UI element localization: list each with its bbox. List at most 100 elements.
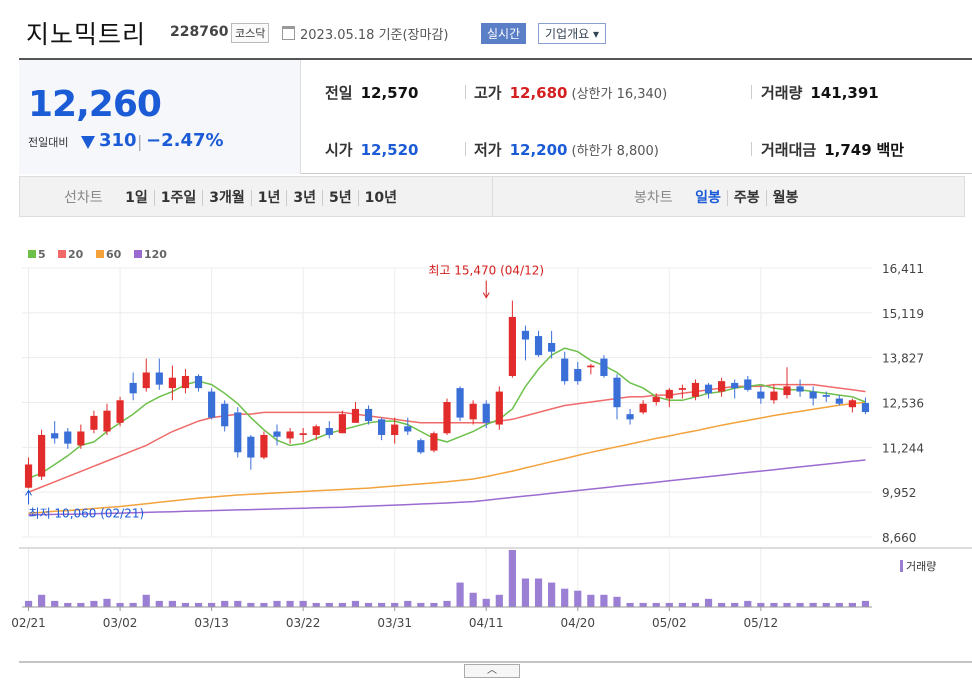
tab-monthly[interactable]: 월봉 [772, 190, 799, 206]
volume-bar [796, 602, 804, 607]
divider [465, 142, 466, 156]
candle-body [796, 386, 804, 392]
legend-label: 20 [68, 248, 84, 261]
volume-bar [835, 602, 843, 607]
candle-body [391, 424, 399, 435]
x-tick-label: 03/02 [103, 616, 138, 630]
volume-bar [38, 594, 46, 607]
volume-bar [508, 550, 516, 607]
legend-swatch [28, 250, 36, 258]
volume-bar [809, 602, 817, 607]
tab-3y[interactable]: 3년 [287, 190, 323, 206]
candle-body [600, 358, 608, 376]
volume-bar [155, 600, 163, 607]
tab-3m[interactable]: 3개월 [203, 190, 252, 206]
candle-body [482, 403, 490, 423]
volume-bar [430, 602, 438, 607]
candle-body [168, 377, 176, 389]
volume-bar [731, 602, 739, 607]
ma-line-120 [28, 459, 866, 516]
candle-body [234, 412, 242, 453]
volume-bar [273, 600, 281, 607]
tab-10y[interactable]: 10년 [364, 190, 397, 206]
volume: 거래량 141,391 [761, 84, 879, 102]
stock-header: 지노믹트리 228760 코스닥 2023.05.18 기준(장마감) 실시간 … [0, 0, 972, 60]
volume-bar [456, 582, 464, 607]
y-tick-label: 11,244 [882, 441, 924, 455]
candle-body [325, 428, 333, 435]
x-tick-label: 03/31 [377, 616, 412, 630]
candle-body [456, 388, 464, 418]
x-tick-label: 04/11 [469, 616, 504, 630]
candle-body [626, 414, 634, 420]
legend-swatch [96, 250, 104, 258]
volume-bar [351, 600, 360, 607]
collapse-toggle-button[interactable]: ︿ [464, 664, 520, 678]
volume-bar [770, 602, 778, 607]
volume-bar [64, 602, 72, 607]
volume-bar [168, 600, 176, 607]
candle-body [691, 382, 700, 397]
y-tick-label: 16,411 [882, 262, 924, 276]
legend-swatch [58, 250, 66, 258]
candle-body [678, 388, 686, 390]
candle-body [155, 372, 163, 385]
company-overview-button[interactable]: 기업개요 ▾ [538, 23, 606, 44]
volume-bar [378, 602, 386, 607]
candle-body [351, 408, 360, 423]
volume-legend-swatch [900, 560, 903, 572]
candle-body [312, 426, 320, 435]
candle-body [652, 396, 660, 402]
candle-body [757, 391, 765, 399]
tab-1w[interactable]: 1주일 [154, 190, 204, 206]
volume-bar [404, 600, 412, 607]
volume-bar [678, 602, 686, 607]
candle-body [561, 358, 569, 382]
candle-body [129, 382, 137, 394]
line-chart-tabs: 선차트 1일 1주일 3개월 1년 3년 5년 10년 [64, 187, 403, 207]
candle-body [521, 330, 530, 340]
x-tick-label: 03/22 [286, 616, 321, 630]
volume-bar [417, 602, 425, 607]
x-tick-label: 03/13 [194, 616, 229, 630]
tab-1d[interactable]: 1일 [119, 190, 155, 206]
candle-body [430, 433, 438, 451]
volume-bar [587, 594, 595, 607]
volume-bar [691, 602, 700, 607]
candle-body [90, 415, 98, 430]
volume-bar [24, 600, 33, 607]
candle-body [587, 365, 595, 368]
volume-bar [822, 602, 830, 607]
tab-weekly[interactable]: 주봉 [727, 190, 767, 206]
candle-body [24, 464, 33, 488]
candle-body [77, 431, 85, 446]
calendar-icon [282, 26, 295, 40]
candle-body [495, 391, 503, 425]
realtime-button[interactable]: 실시간 [481, 23, 527, 44]
day-low: 저가 12,200 (하한가 8,800) [474, 141, 659, 159]
candle-body [809, 391, 817, 399]
x-tick-label: 05/02 [652, 616, 687, 630]
tab-5y[interactable]: 5년 [323, 190, 359, 206]
candle-body [508, 316, 516, 376]
volume-bar [286, 600, 294, 607]
volume-bar [103, 598, 111, 607]
high-arrow-head [482, 292, 490, 299]
divider [751, 85, 752, 99]
candle-body [273, 431, 281, 437]
legend-label: 120 [144, 248, 167, 261]
candle-body [783, 386, 791, 396]
change-separator: | [137, 132, 143, 151]
candle-body [417, 440, 425, 453]
candle-body [116, 400, 124, 423]
candle-body [534, 336, 543, 356]
candle-body [770, 391, 778, 401]
volume-bar [704, 598, 713, 607]
volume-bar [51, 600, 59, 607]
candle-body [194, 375, 203, 389]
tab-1y[interactable]: 1년 [251, 190, 288, 206]
candle-body [181, 375, 190, 389]
volume-bar [129, 602, 137, 607]
volume-bar [534, 578, 543, 607]
tab-daily[interactable]: 일봉 [689, 190, 728, 206]
